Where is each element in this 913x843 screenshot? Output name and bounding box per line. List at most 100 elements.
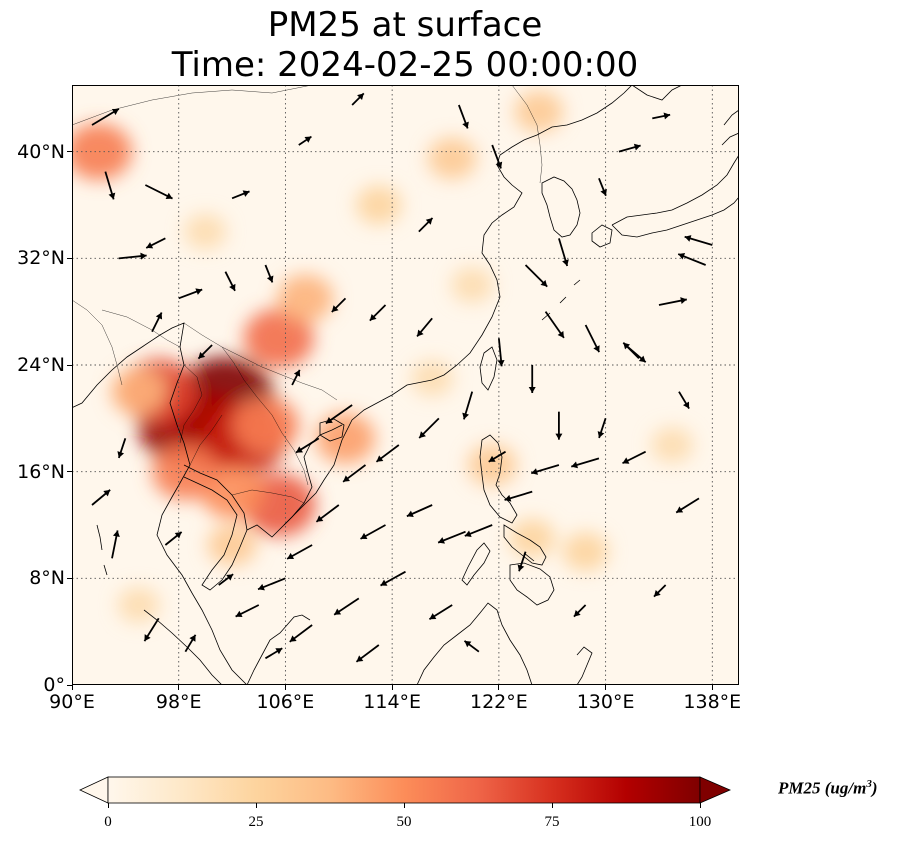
lat-tick-mark — [67, 471, 72, 473]
border-cambodia — [231, 489, 305, 504]
pm25-hotspot — [562, 532, 609, 572]
wind-arrow-head — [229, 283, 236, 291]
wind-arrow-head — [600, 188, 607, 196]
wind-arrow-head — [622, 457, 630, 464]
lon-tick-label: 138°E — [683, 691, 742, 713]
pm25-hotspot — [427, 137, 477, 180]
border-china-northeast — [511, 85, 543, 184]
wind-arrow — [491, 144, 503, 169]
coastline-borneo — [416, 602, 533, 685]
wind-arrow — [369, 304, 387, 322]
colorbar-extend-max — [699, 776, 732, 804]
wind-arrow — [418, 217, 434, 233]
wind-arrow — [528, 365, 536, 393]
colorbar-tick-label: 25 — [248, 814, 264, 830]
wind-arrow — [351, 92, 365, 106]
coastline-japan-kyushu — [591, 224, 613, 248]
wind-arrow — [406, 504, 433, 518]
wind-arrow-head — [174, 532, 182, 539]
wind-arrow — [678, 391, 690, 409]
colorbar-tick-mark — [255, 803, 257, 808]
coastline-visayas — [503, 524, 547, 566]
wind-arrow — [224, 271, 236, 292]
wind-arrow — [145, 237, 166, 249]
wind-arrow-head — [497, 359, 505, 367]
wind-arrow — [91, 108, 120, 126]
wind-arrow-head — [438, 537, 445, 544]
coastline-palawan — [461, 542, 491, 586]
lon-tick-mark — [711, 685, 713, 690]
wind-arrow — [184, 634, 197, 653]
wind-arrow — [289, 624, 313, 643]
wind-arrow-head — [165, 192, 173, 200]
wind-arrow-head — [488, 455, 496, 462]
wind-arrow — [264, 647, 283, 660]
wind-arrow — [218, 573, 234, 586]
wind-arrow — [291, 369, 301, 386]
wind-arrow — [622, 450, 647, 465]
pm25-hotspot — [315, 413, 376, 464]
wind-arrow-head — [226, 574, 234, 581]
lon-tick-label: 90°E — [49, 691, 95, 713]
pm25-hotspot — [651, 427, 694, 463]
wind-arrow — [504, 490, 533, 502]
wind-arrow-head — [593, 345, 600, 353]
wind-arrow — [675, 497, 700, 514]
wind-arrow — [684, 235, 713, 246]
colorbar-tick-label: 100 — [688, 814, 712, 830]
border-india-myanmar — [72, 299, 123, 386]
wind-arrow — [91, 489, 111, 506]
coastline-ryukyu — [541, 279, 581, 321]
pm25-hotspot — [232, 396, 299, 454]
wind-arrow-head — [357, 93, 364, 101]
lat-tick-mark — [67, 364, 72, 366]
wind-arrow-head — [555, 433, 563, 440]
wind-arrow — [286, 544, 313, 560]
wind-arrow-head — [198, 351, 206, 359]
wind-arrow-head — [678, 253, 686, 260]
pm25-hotspot — [277, 274, 334, 323]
wind-arrow-head — [258, 583, 265, 591]
wind-arrow-head — [429, 613, 437, 620]
border-china-mongolia — [72, 85, 313, 126]
wind-arrow-head — [638, 355, 646, 363]
wind-arrow — [144, 184, 173, 200]
colorbar-extend-min — [79, 776, 109, 804]
pm25-hotspot — [451, 267, 494, 303]
wind-arrow — [342, 464, 367, 483]
wind-arrow — [295, 437, 320, 454]
wind-arrow — [111, 530, 120, 559]
wind-arrow — [517, 551, 527, 572]
wind-arrow-head — [573, 609, 581, 617]
pm25-hotspot — [467, 444, 517, 486]
wind-arrow — [333, 597, 360, 616]
wind-arrow — [464, 524, 493, 537]
map-subtitle-time: Time: 2024-02-25 00:00:00 — [171, 45, 639, 85]
wind-arrow-head — [108, 192, 116, 200]
lon-tick-mark — [605, 685, 607, 690]
wind-arrow-head — [528, 387, 536, 393]
pm25-hotspot — [509, 518, 555, 558]
lat-tick-mark — [67, 577, 72, 579]
wind-vectors — [91, 92, 713, 663]
wind-arrow-head — [571, 461, 579, 469]
wind-arrow — [164, 531, 183, 546]
wind-arrow — [331, 297, 347, 313]
wind-arrow — [622, 342, 640, 359]
wind-arrow — [488, 450, 507, 463]
lat-tick-label: 24°N — [17, 354, 65, 376]
wind-arrow-head — [189, 634, 196, 642]
wind-arrow — [117, 438, 127, 459]
coastline-hainan — [319, 418, 345, 442]
colorbar-tick-label: 0 — [104, 814, 112, 830]
wind-arrow-head — [653, 589, 661, 597]
wind-arrow-head — [103, 489, 111, 497]
wind-arrow-head — [680, 297, 687, 305]
wind-arrow-head — [289, 635, 297, 642]
wind-arrow — [584, 324, 600, 353]
wind-arrow — [677, 253, 706, 266]
coastline-korea — [541, 176, 581, 238]
wind-arrow-head — [112, 530, 120, 538]
colorbar-tick-label: 50 — [396, 814, 412, 830]
wind-arrow-head — [682, 401, 690, 409]
